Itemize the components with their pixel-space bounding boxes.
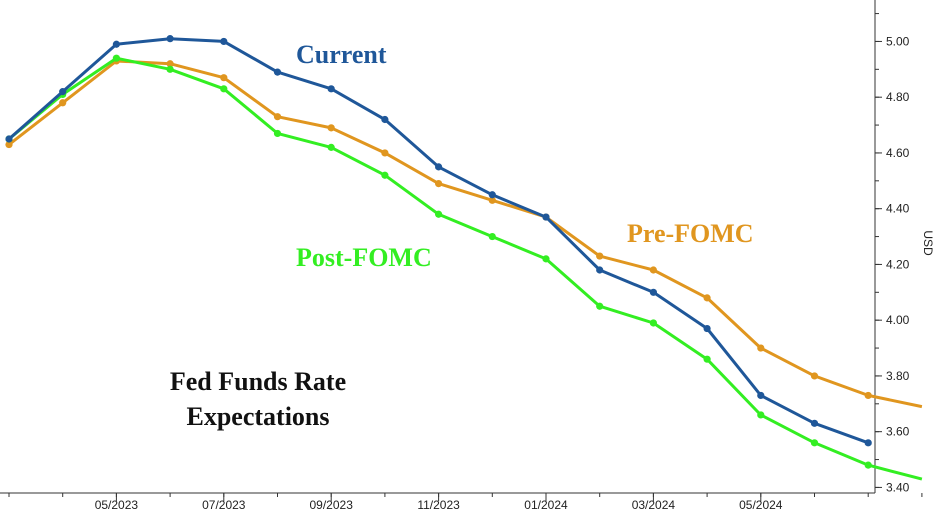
data-point-pre-fomc <box>273 113 282 121</box>
y-axis: 3.40 3.60 3.80 4.00 4.20 4.40 4.60 4.80 5.00 <box>874 0 910 494</box>
data-point-current <box>542 213 550 221</box>
data-point-pre-fomc <box>327 124 335 132</box>
data-point-pre-fomc <box>488 196 496 204</box>
series-label-pre-fomc: Pre-FOMC <box>627 219 754 248</box>
x-tick-label: 01/2024 <box>524 498 568 512</box>
series-current <box>5 35 872 447</box>
data-point-pre-fomc <box>220 74 228 82</box>
data-point-pre-fomc <box>649 266 658 274</box>
data-point-pre-fomc <box>435 180 443 188</box>
series-line-post-fomc <box>8 56 923 481</box>
data-point-current <box>703 324 711 333</box>
series-label-current: Current <box>296 40 387 69</box>
data-point-current <box>381 115 389 124</box>
x-tick-label: 07/2023 <box>202 498 246 512</box>
data-point-current <box>220 37 228 46</box>
data-point-pre-fomc <box>864 391 872 400</box>
series-post-fomc <box>5 54 923 481</box>
series-layer <box>5 35 923 481</box>
y-tick-label: 3.40 <box>886 480 910 494</box>
data-point-post-fomc <box>435 210 443 218</box>
y-tick-label: 4.20 <box>886 257 910 271</box>
y-tick-label: 3.60 <box>886 425 910 439</box>
data-point-current <box>166 35 174 43</box>
data-point-pre-fomc <box>166 60 174 68</box>
data-point-post-fomc <box>542 255 550 263</box>
data-point-current <box>5 135 13 143</box>
series-pre-fomc <box>5 57 923 409</box>
data-point-current <box>810 419 819 427</box>
x-tick-label: 09/2023 <box>310 498 354 512</box>
data-point-current <box>112 40 120 48</box>
y-tick-label: 4.60 <box>886 146 910 160</box>
data-point-current <box>649 288 658 296</box>
data-point-post-fomc <box>327 143 335 151</box>
data-point-post-fomc <box>220 85 228 93</box>
data-point-current <box>273 68 282 76</box>
data-point-post-fomc <box>757 411 765 419</box>
y-tick-label: 3.80 <box>886 369 910 383</box>
data-point-post-fomc <box>649 319 658 327</box>
data-point-post-fomc <box>864 461 872 469</box>
data-point-pre-fomc <box>5 140 13 149</box>
data-point-post-fomc <box>703 355 711 363</box>
data-point-post-fomc <box>488 232 496 241</box>
data-point-pre-fomc <box>810 372 819 380</box>
y-axis-title: USD <box>921 230 935 256</box>
data-point-current <box>435 163 443 171</box>
data-point-pre-fomc <box>381 149 389 157</box>
data-point-post-fomc <box>381 171 389 179</box>
data-point-post-fomc <box>112 54 120 62</box>
y-tick-label: 4.40 <box>886 202 910 216</box>
x-tick-label: 03/2024 <box>632 498 676 512</box>
data-point-pre-fomc <box>757 344 765 352</box>
x-tick-label: 05/2024 <box>739 498 783 512</box>
data-point-post-fomc <box>596 302 604 310</box>
data-point-current <box>59 88 67 96</box>
data-point-post-fomc <box>273 129 282 138</box>
y-tick-label: 4.00 <box>886 313 910 327</box>
y-tick-label: 5.00 <box>886 34 910 48</box>
data-point-pre-fomc <box>596 252 604 260</box>
y-tick-label: 4.80 <box>886 90 910 104</box>
data-point-post-fomc <box>166 65 174 73</box>
x-axis: 05/2023 07/2023 09/2023 11/2023 01/2024 03/20… <box>0 492 923 512</box>
data-point-current <box>864 439 872 447</box>
series-line-pre-fomc <box>8 59 923 409</box>
data-point-post-fomc <box>810 439 819 447</box>
data-point-current <box>596 266 604 274</box>
x-tick-label: 05/2023 <box>95 498 139 512</box>
chart-title-line-2: Expectations <box>187 402 330 431</box>
chart-title-line-1: Fed Funds Rate <box>170 367 346 396</box>
series-label-post-fomc: Post-FOMC <box>296 243 432 272</box>
data-point-pre-fomc <box>703 294 711 302</box>
x-tick-label: 11/2023 <box>417 498 460 512</box>
data-point-current <box>327 85 335 93</box>
data-point-pre-fomc <box>59 99 67 107</box>
data-point-current <box>488 191 496 199</box>
data-point-current <box>757 391 765 400</box>
